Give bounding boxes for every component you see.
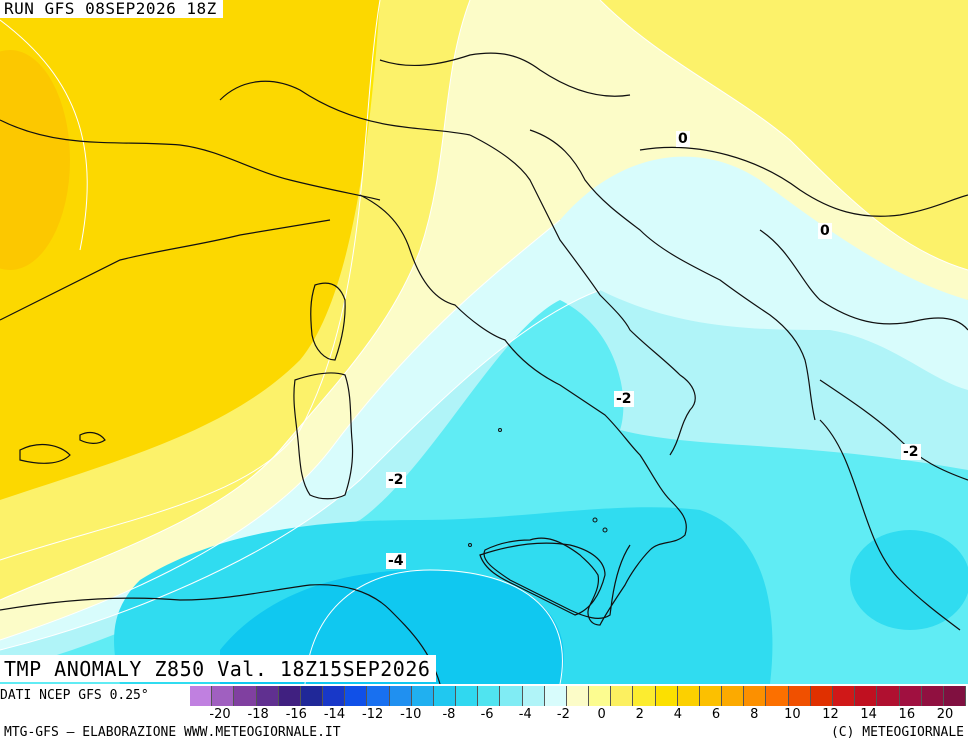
legend-tick-label: 20 (936, 707, 954, 722)
italy-coast (359, 194, 687, 626)
legend-tick-label: -8 (442, 707, 456, 722)
legend-tick-label: 12 (822, 707, 839, 722)
legend-tick-label: 4 (673, 707, 683, 722)
temperature-anomaly-map (0, 0, 968, 684)
legend-swatch (389, 686, 412, 706)
legend-swatch (788, 686, 811, 706)
legend-swatch (943, 686, 967, 706)
coastlines (0, 52, 968, 684)
legend-swatch (433, 686, 457, 706)
legend-tick-label: 0 (597, 707, 606, 722)
legend-swatch (234, 686, 257, 706)
data-source-label: DATI NCEP GFS 0.25° (0, 688, 149, 703)
legend-swatch (766, 686, 789, 706)
legend-tick-label: 16 (898, 707, 916, 722)
color-legend-ticks: -20 -18 -16 -14 -12 -10 -8 -6 -4 -2 0 2 4 6 8 10 12 14 16 2… (190, 707, 966, 725)
legend-swatch (589, 686, 612, 706)
legend-tick-label: -16 (285, 707, 307, 722)
small-islands (468, 428, 608, 547)
balearic-islands (19, 431, 106, 464)
legend-swatch (855, 686, 878, 706)
legend-swatch (921, 686, 944, 706)
legend-tick-label: 8 (750, 707, 759, 722)
field-pale (0, 0, 968, 640)
field-warm-core (0, 50, 70, 270)
sardinia (293, 372, 354, 500)
legend-tick-label: 10 (784, 707, 801, 722)
isoline-3 (0, 0, 471, 601)
france-coast (0, 219, 331, 321)
legend-swatch (832, 686, 856, 706)
field-cool-east (850, 530, 968, 630)
legend-swatch (566, 686, 590, 706)
legend-swatch (212, 686, 235, 706)
legend-swatch (611, 686, 634, 706)
balkans-borders (639, 146, 968, 481)
legend-tick-label: -14 (323, 707, 346, 722)
contour-label-0-north: 0 (676, 131, 690, 147)
island-2 (602, 527, 608, 533)
contour-label-0-east: 0 (818, 223, 832, 239)
legend-swatch (345, 686, 368, 706)
island-3 (498, 428, 502, 432)
contour-label-minus4: -4 (386, 553, 406, 569)
run-label: RUN GFS 08SEP2026 18Z (0, 0, 223, 18)
color-legend-bar (190, 686, 967, 706)
legend-swatch (278, 686, 301, 706)
legend-swatch (367, 686, 390, 706)
legend-swatch (899, 686, 922, 706)
legend-swatch (190, 686, 213, 706)
legend-swatch (256, 686, 279, 706)
adriatic-coast (529, 129, 816, 421)
africa-coast (0, 584, 441, 684)
footer-credit: MTG-GFS – ELABORAZIONE WWW.METEOGIORNALE… (4, 725, 341, 740)
isoline-7 (599, 0, 968, 271)
greece-coast (819, 419, 961, 631)
legend-swatch (744, 686, 767, 706)
legend-tick-label: -12 (362, 707, 384, 722)
contour-label-minus2-tyrrhenian: -2 (386, 472, 406, 488)
legend-tick-label: -10 (400, 707, 422, 722)
legend-swatch (677, 686, 700, 706)
corsica (310, 282, 346, 361)
isoline-4 (0, 219, 561, 641)
legend-tick-label: 14 (860, 707, 877, 722)
map-area: RUN GFS 08SEP2026 18Z 0 0 -2 -2 -2 -4 TM… (0, 0, 968, 684)
isolines (0, 0, 968, 684)
legend-swatch (699, 686, 723, 706)
legend-swatch (522, 686, 545, 706)
legend-tick-label: -4 (518, 707, 532, 722)
legend-tick-label: 2 (635, 707, 644, 722)
italy-east-coast (469, 134, 696, 456)
legend-swatch (722, 686, 745, 706)
field-warm-light (0, 0, 470, 600)
legend-swatch (323, 686, 346, 706)
isoline-6 (304, 569, 563, 684)
legend-swatch (411, 686, 434, 706)
legend-tick-label: 6 (711, 707, 721, 722)
legend-tick-label: -18 (247, 707, 269, 722)
legend-swatch (544, 686, 567, 706)
map-title: TMP ANOMALY Z850 Val. 18Z15SEP2026 (0, 655, 437, 682)
legend-swatch (633, 686, 656, 706)
contour-label-minus2-italy: -2 (614, 391, 634, 407)
contour-label-minus2-greece: -2 (901, 444, 921, 460)
island-4 (468, 543, 472, 547)
legend-swatch (478, 686, 501, 706)
legend-tick-label: -2 (556, 707, 570, 722)
isoline-1 (0, 19, 88, 251)
sicily (479, 542, 606, 616)
footer-copyright: (C) METEOGIORNALE (830, 725, 964, 740)
legend-swatch (300, 686, 324, 706)
legend-tick-label: -20 (209, 707, 231, 722)
legend-swatch (655, 686, 678, 706)
isoline-5 (0, 289, 601, 651)
legend-tick-label: -6 (480, 707, 494, 722)
legend-swatch (500, 686, 523, 706)
legend-swatch (810, 686, 833, 706)
island-1 (592, 517, 598, 523)
legend-swatch (877, 686, 900, 706)
legend-swatch (456, 686, 479, 706)
alps-border (0, 52, 631, 201)
